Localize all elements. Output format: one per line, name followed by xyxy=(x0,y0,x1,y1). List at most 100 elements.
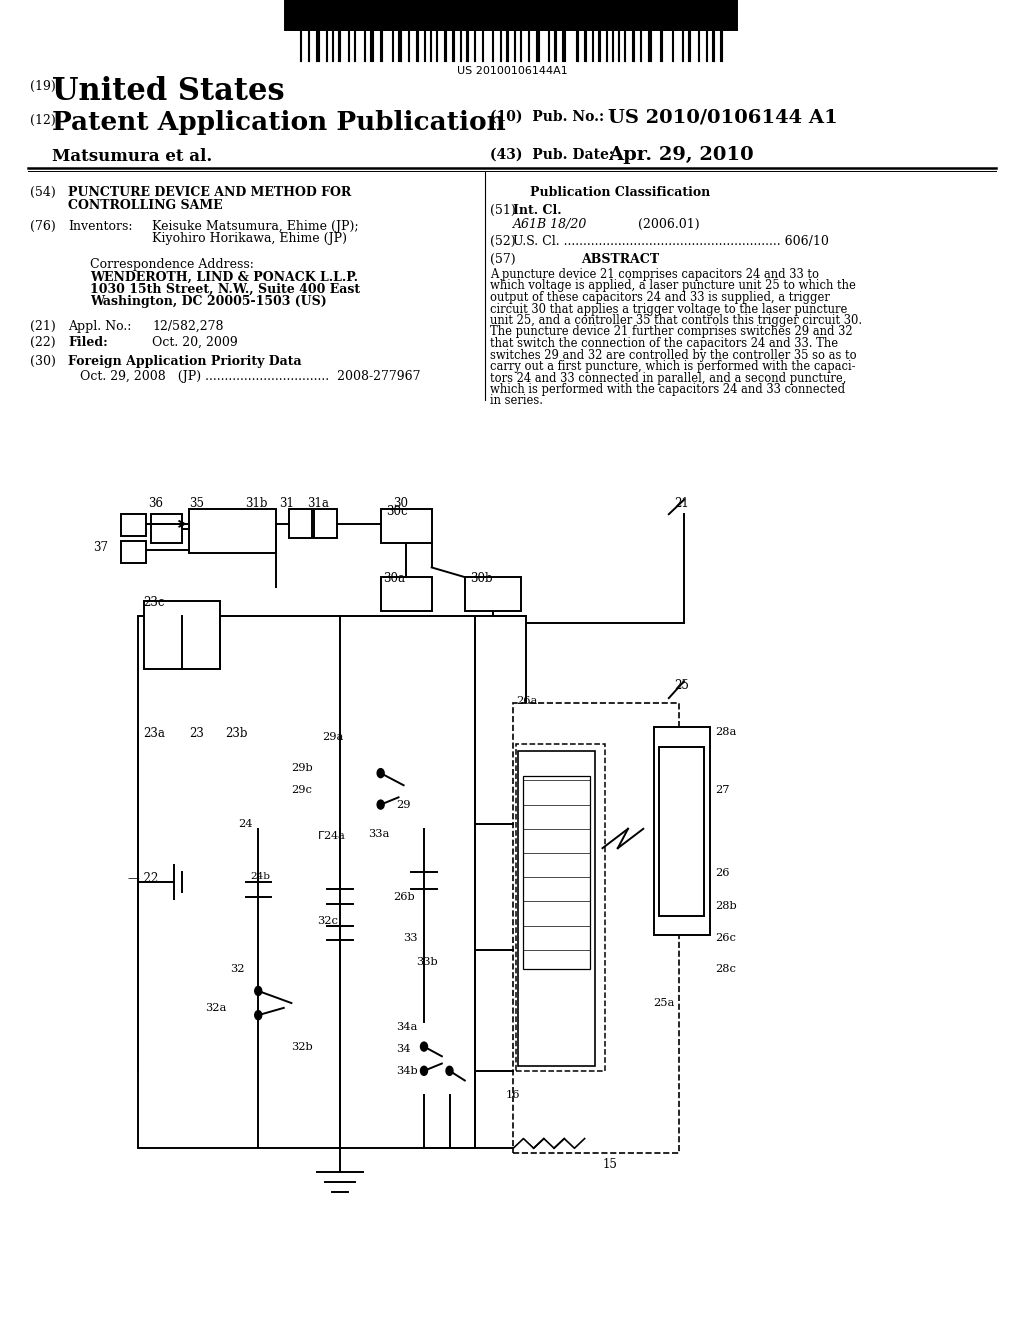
Bar xyxy=(152,515,181,544)
Text: 35: 35 xyxy=(189,498,205,511)
Text: Filed:: Filed: xyxy=(68,337,108,348)
Circle shape xyxy=(421,1067,427,1076)
Text: 26: 26 xyxy=(715,867,729,878)
Bar xyxy=(465,577,521,611)
Text: — 22: — 22 xyxy=(128,873,159,886)
Text: 31a: 31a xyxy=(307,498,329,511)
Text: 33a: 33a xyxy=(368,829,389,838)
Text: carry out a first puncture, which is performed with the capaci-: carry out a first puncture, which is per… xyxy=(490,360,855,374)
Text: Oct. 29, 2008   (JP) ................................  2008-277967: Oct. 29, 2008 (JP) .....................… xyxy=(80,370,421,383)
Text: 23a: 23a xyxy=(143,727,165,741)
Circle shape xyxy=(377,800,384,809)
Text: tors 24 and 33 connected in parallel, and a second puncture,: tors 24 and 33 connected in parallel, an… xyxy=(490,371,847,384)
Text: 33b: 33b xyxy=(417,957,438,968)
Bar xyxy=(121,515,146,536)
Text: U.S. Cl. ........................................................ 606/10: U.S. Cl. ...............................… xyxy=(513,235,828,248)
Bar xyxy=(518,751,595,1067)
Text: (12): (12) xyxy=(30,114,55,127)
Text: 30b: 30b xyxy=(470,573,493,585)
Bar xyxy=(189,510,276,553)
Text: 31b: 31b xyxy=(246,498,268,511)
Text: A61B 18/20: A61B 18/20 xyxy=(513,218,588,231)
Text: Matsumura et al.: Matsumura et al. xyxy=(52,148,212,165)
Text: 28b: 28b xyxy=(715,902,736,911)
Text: Apr. 29, 2010: Apr. 29, 2010 xyxy=(608,147,754,164)
Text: 29b: 29b xyxy=(292,763,313,774)
Text: Oct. 20, 2009: Oct. 20, 2009 xyxy=(152,337,238,348)
Text: that switch the connection of the capacitors 24 and 33. The: that switch the connection of the capaci… xyxy=(490,337,838,350)
Text: circuit 30 that applies a trigger voltage to the laser puncture: circuit 30 that applies a trigger voltag… xyxy=(490,302,848,315)
Text: PUNCTURE DEVICE AND METHOD FOR: PUNCTURE DEVICE AND METHOD FOR xyxy=(68,186,351,199)
Text: (10)  Pub. No.:: (10) Pub. No.: xyxy=(490,110,604,124)
Circle shape xyxy=(377,768,384,777)
Text: 32b: 32b xyxy=(292,1041,313,1052)
Text: 23c: 23c xyxy=(143,597,165,610)
Text: 23: 23 xyxy=(189,727,204,741)
Text: 34: 34 xyxy=(396,1044,411,1055)
Bar xyxy=(143,602,220,669)
Bar xyxy=(523,776,590,969)
Text: Inventors:: Inventors: xyxy=(68,220,132,234)
Text: The puncture device 21 further comprises switches 29 and 32: The puncture device 21 further comprises… xyxy=(490,326,853,338)
Text: Publication Classification: Publication Classification xyxy=(529,186,710,199)
Text: WENDEROTH, LIND & PONACK L.L.P.: WENDEROTH, LIND & PONACK L.L.P. xyxy=(90,271,358,284)
Text: Appl. No.:: Appl. No.: xyxy=(68,319,131,333)
Circle shape xyxy=(421,1041,427,1051)
Text: which is performed with the capacitors 24 and 33 connected: which is performed with the capacitors 2… xyxy=(490,383,845,396)
Text: 32a: 32a xyxy=(205,1003,226,1012)
Bar xyxy=(653,727,710,936)
Text: 29a: 29a xyxy=(322,733,343,742)
Text: 31: 31 xyxy=(279,498,294,511)
Text: 29: 29 xyxy=(396,800,411,809)
Text: 26b: 26b xyxy=(393,892,415,902)
Text: (51): (51) xyxy=(490,205,516,216)
Text: Kiyohiro Horikawa, Ehime (JP): Kiyohiro Horikawa, Ehime (JP) xyxy=(152,232,347,246)
Bar xyxy=(516,744,605,1071)
Circle shape xyxy=(255,1011,262,1019)
Text: A puncture device 21 comprises capacitors 24 and 33 to: A puncture device 21 comprises capacitor… xyxy=(490,268,819,281)
Text: 23b: 23b xyxy=(225,727,248,741)
Text: 28a: 28a xyxy=(715,727,736,737)
Text: 30a: 30a xyxy=(383,573,406,585)
Text: (54): (54) xyxy=(30,186,55,199)
Text: (52): (52) xyxy=(490,235,516,248)
Text: in series.: in series. xyxy=(490,395,543,408)
Text: 36: 36 xyxy=(148,498,164,511)
Text: 30c: 30c xyxy=(386,504,408,517)
Text: 26a: 26a xyxy=(516,696,538,706)
Bar xyxy=(138,616,526,1148)
Text: 29c: 29c xyxy=(292,785,312,795)
Text: Keisuke Matsumura, Ehime (JP);: Keisuke Matsumura, Ehime (JP); xyxy=(152,220,358,234)
Circle shape xyxy=(446,1067,453,1076)
Bar xyxy=(381,510,432,544)
Text: 26c: 26c xyxy=(715,933,735,942)
Text: 12/582,278: 12/582,278 xyxy=(152,319,223,333)
Text: (22): (22) xyxy=(30,337,55,348)
Text: ABSTRACT: ABSTRACT xyxy=(581,253,659,267)
Text: 24b: 24b xyxy=(251,873,270,882)
Text: 21: 21 xyxy=(674,498,689,511)
Text: 16: 16 xyxy=(506,1090,520,1100)
Bar xyxy=(658,747,705,916)
Text: United States: United States xyxy=(52,77,285,107)
Bar xyxy=(513,704,679,1154)
Text: 25: 25 xyxy=(674,678,689,692)
Text: $\Gamma$24a: $\Gamma$24a xyxy=(316,829,346,841)
Text: which voltage is applied, a laser puncture unit 25 to which the: which voltage is applied, a laser punctu… xyxy=(490,280,856,293)
Text: switches 29 and 32 are controlled by the controller 35 so as to: switches 29 and 32 are controlled by the… xyxy=(490,348,857,362)
Text: 25a: 25a xyxy=(653,998,675,1008)
Text: 28c: 28c xyxy=(715,965,735,974)
Text: (76): (76) xyxy=(30,220,55,234)
Text: (57): (57) xyxy=(490,253,516,267)
Text: 30: 30 xyxy=(393,498,409,511)
Text: Foreign Application Priority Data: Foreign Application Priority Data xyxy=(68,355,302,368)
Text: US 20100106144A1: US 20100106144A1 xyxy=(457,66,567,77)
Text: US 2010/0106144 A1: US 2010/0106144 A1 xyxy=(608,108,838,125)
Text: Int. Cl.: Int. Cl. xyxy=(513,205,561,216)
Bar xyxy=(121,541,146,562)
Text: unit 25, and a controller 35 that controls this trigger circuit 30.: unit 25, and a controller 35 that contro… xyxy=(490,314,862,327)
Text: 33: 33 xyxy=(403,933,418,942)
Text: output of these capacitors 24 and 33 is supplied, a trigger: output of these capacitors 24 and 33 is … xyxy=(490,290,829,304)
Text: (30): (30) xyxy=(30,355,56,368)
Text: (21): (21) xyxy=(30,319,55,333)
